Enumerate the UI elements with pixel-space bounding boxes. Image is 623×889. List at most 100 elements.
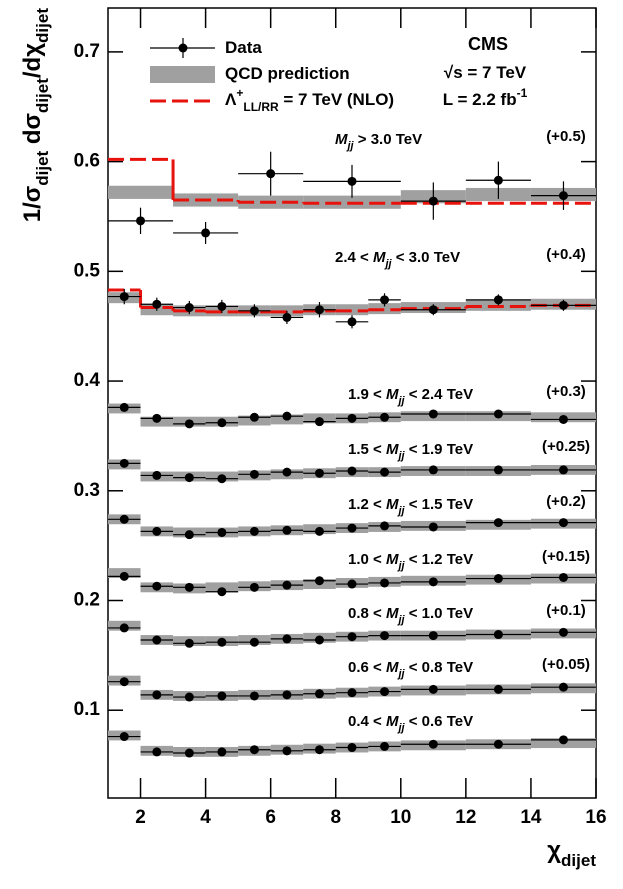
data-point: [217, 527, 227, 537]
data-point: [217, 587, 227, 597]
data-point: [380, 578, 390, 588]
data-point: [152, 747, 162, 757]
mass-bin-label: Mjj > 3.0 TeV: [335, 131, 422, 152]
offset-label: (+0.25): [542, 438, 590, 455]
text-part: M: [386, 551, 399, 568]
text-part: < 1.2 TeV: [405, 551, 474, 568]
mass-bin-label: 1.2 < Mjj < 1.5 TeV: [348, 496, 473, 517]
luminosity-label: L = 2.2 fb-1: [443, 86, 528, 109]
data-point: [314, 689, 324, 699]
data-point: [380, 741, 390, 751]
data-point: [282, 580, 292, 590]
data-point: [493, 739, 503, 749]
text-part: dijet: [33, 150, 52, 185]
data-point: [184, 582, 194, 592]
data-point: [380, 521, 390, 531]
data-point: [493, 574, 503, 584]
text-part: 0.8 <: [348, 605, 386, 622]
x-tick-label: 6: [265, 807, 276, 828]
mass-bin-label: 1.0 < Mjj < 1.2 TeV: [348, 551, 473, 572]
data-point: [184, 473, 194, 483]
data-point: [380, 631, 390, 641]
text-part: √s = 7 TeV: [444, 63, 527, 82]
data-point: [249, 637, 259, 647]
data-point: [136, 216, 146, 226]
data-point: [249, 745, 259, 755]
data-point: [558, 465, 568, 475]
mass-bin-label: 1.5 < Mjj < 1.9 TeV: [348, 441, 473, 462]
text-part: M: [386, 386, 399, 403]
data-point: [314, 417, 324, 427]
data-point: [184, 638, 194, 648]
data-point: [314, 305, 324, 315]
data-point: [119, 458, 129, 468]
mass-bin-label: 0.8 < Mjj < 1.0 TeV: [348, 605, 473, 626]
text-part: 1.2 <: [348, 496, 386, 513]
text-part: 2.4 <: [335, 249, 373, 266]
data-point: [119, 623, 129, 633]
data-point: [347, 413, 357, 423]
data-point: [493, 175, 503, 185]
y-tick-label: 0.7: [74, 41, 100, 62]
data-point: [347, 523, 357, 533]
data-point: [152, 526, 162, 536]
data-point: [119, 571, 129, 581]
text-part: < 0.8 TeV: [405, 659, 474, 676]
experiment-label: CMS: [468, 34, 508, 54]
data-point: [380, 687, 390, 697]
text-part: M: [386, 605, 399, 622]
data-point: [493, 409, 503, 419]
data-point: [558, 682, 568, 692]
data-point: [493, 630, 503, 640]
data-point: [217, 637, 227, 647]
x-tick-label: 4: [200, 807, 211, 828]
mass-bin-label: 0.6 < Mjj < 0.8 TeV: [348, 659, 473, 680]
text-part: jj: [396, 668, 405, 680]
text-part: M: [386, 659, 399, 676]
data-point: [428, 739, 438, 749]
text-part: M: [386, 496, 399, 513]
text-part: jj: [383, 258, 392, 270]
text-part: -1: [517, 86, 528, 100]
mass-bin-label: 2.4 < Mjj < 3.0 TeV: [335, 249, 460, 270]
y-tick-label: 0.3: [74, 480, 100, 501]
qcd-band: [368, 303, 401, 315]
data-point: [428, 684, 438, 694]
text-part: dσ: [19, 113, 46, 151]
data-point: [558, 300, 568, 310]
mass-bin-label: 0.4 < Mjj < 0.6 TeV: [348, 713, 473, 734]
data-point: [282, 312, 292, 322]
data-point: [282, 467, 292, 477]
data-point: [119, 732, 129, 742]
data-point: [493, 518, 503, 528]
qcd-band: [108, 185, 174, 199]
text-part: 1.0 <: [348, 551, 386, 568]
x-axis-title: χdijet: [547, 837, 596, 870]
data-point: [428, 196, 438, 206]
text-part: CMS: [468, 34, 508, 54]
legend-label: QCD prediction: [225, 64, 350, 83]
text-part: < 1.5 TeV: [405, 496, 474, 513]
text-part: jj: [396, 614, 405, 626]
text-part: dijet: [33, 8, 52, 43]
text-part: +: [236, 86, 243, 100]
data-point: [184, 303, 194, 313]
data-point: [428, 465, 438, 475]
data-point: [119, 677, 129, 687]
text-part: Data: [225, 38, 262, 57]
data-point: [428, 409, 438, 419]
data-point: [282, 411, 292, 421]
data-point: [249, 306, 259, 316]
data-point: [152, 581, 162, 591]
text-part: LL/RR: [243, 100, 279, 114]
data-point: [119, 292, 129, 302]
x-tick-label: 12: [455, 807, 476, 828]
data-point: [249, 469, 259, 479]
data-point: [119, 514, 129, 524]
qcd-band: [335, 304, 369, 316]
data-point: [558, 572, 568, 582]
data-point: [347, 632, 357, 642]
text-part: jj: [396, 505, 405, 517]
data-point: [184, 692, 194, 702]
